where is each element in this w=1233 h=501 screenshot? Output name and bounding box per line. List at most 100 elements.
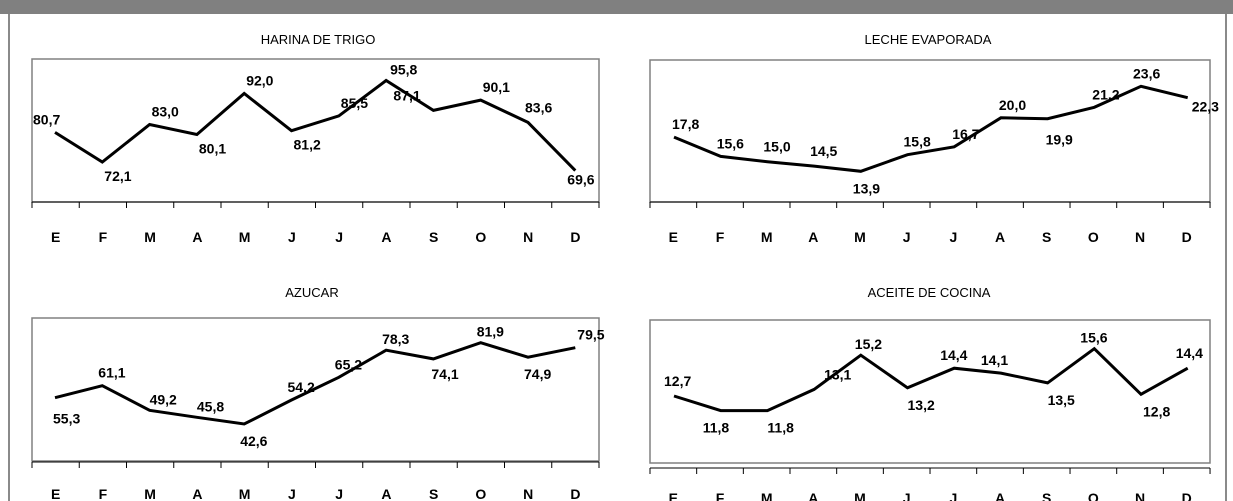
x-tick-label: A (808, 490, 818, 501)
data-label: 72,1 (104, 168, 131, 184)
data-label: 49,2 (150, 391, 177, 407)
data-label: 11,8 (703, 420, 730, 436)
x-tick-label: A (995, 229, 1005, 245)
data-label: 13,9 (853, 180, 880, 196)
x-tick-label: J (903, 229, 911, 245)
x-tick-label: J (335, 229, 343, 245)
x-tick-label: O (1088, 490, 1099, 501)
x-tick-label: E (669, 229, 678, 245)
data-label: 14,4 (1176, 345, 1203, 361)
chart-title: AZUCAR (285, 285, 338, 300)
x-tick-label: S (429, 229, 438, 245)
x-tick-label: F (99, 486, 108, 501)
data-label: 61,1 (98, 365, 125, 381)
data-label: 15,6 (717, 135, 744, 151)
data-label: 13,2 (908, 397, 935, 413)
data-label: 21,2 (1092, 86, 1119, 102)
x-tick-label: O (475, 486, 486, 501)
x-tick-label: S (429, 486, 438, 501)
data-label: 15,6 (1080, 330, 1107, 346)
plot-frame (649, 319, 1211, 464)
data-label: 79,5 (577, 327, 604, 343)
series-line (54, 78, 577, 172)
data-label: 12,7 (664, 373, 691, 389)
x-tick-label: E (51, 229, 60, 245)
data-label: 78,3 (382, 331, 409, 347)
data-label: 85,5 (341, 95, 368, 111)
data-label: 15,2 (855, 336, 882, 352)
x-tick-label: F (99, 229, 108, 245)
x-tick-label: M (854, 490, 866, 501)
x-tick-label: A (808, 229, 818, 245)
chart-title: ACEITE DE COCINA (868, 285, 991, 300)
data-label: 83,0 (152, 104, 179, 120)
data-label: 90,1 (483, 79, 510, 95)
data-label: 13,1 (824, 366, 851, 382)
x-tick-label: J (335, 486, 343, 501)
x-tick-label: N (523, 229, 533, 245)
data-label: 55,3 (53, 411, 80, 427)
data-label: 69,6 (567, 172, 594, 188)
left-border (0, 14, 10, 501)
x-tick-label: O (1088, 229, 1099, 245)
data-label: 74,9 (524, 366, 551, 382)
chart-title: HARINA DE TRIGO (261, 32, 376, 47)
x-tick-label: E (51, 486, 60, 501)
x-tick-label: S (1042, 490, 1051, 501)
right-border (1225, 14, 1233, 501)
x-tick-label: A (192, 229, 202, 245)
x-tick-label: D (1182, 229, 1192, 245)
x-tick-label: J (949, 229, 957, 245)
data-label: 14,5 (810, 143, 837, 159)
x-tick-label: M (144, 229, 156, 245)
x-tick-label: A (381, 229, 391, 245)
data-label: 81,9 (477, 324, 504, 340)
data-label: 83,6 (525, 99, 552, 115)
chart-leche-evaporada: LECHE EVAPORADA E F M A M J J A S O N D 17,8 15,6 15,0… (649, 32, 1219, 245)
series-line (673, 84, 1189, 173)
data-label: 11,8 (767, 420, 794, 436)
x-tick-label: J (288, 229, 296, 245)
data-label: 92,0 (246, 73, 273, 89)
data-label: 45,8 (197, 398, 224, 414)
data-label: 16,7 (952, 126, 979, 142)
data-label: 23,6 (1133, 65, 1160, 81)
x-tick-label: D (570, 229, 580, 245)
x-tick-label: F (716, 229, 725, 245)
data-label: 15,0 (763, 139, 790, 155)
chart-azucar: AZUCAR E F M A M J J A S O N D 55,3 61,1 49,2 45,8 42,6 5… (31, 285, 605, 501)
top-bar (0, 0, 1233, 14)
x-tick-label: M (239, 486, 251, 501)
x-tick-label: M (239, 229, 251, 245)
plot-frame (649, 59, 1211, 203)
data-label: 14,4 (940, 347, 967, 363)
x-tick-label: F (716, 490, 725, 501)
data-label: 80,1 (199, 140, 226, 156)
data-label: 42,6 (240, 433, 267, 449)
x-tick-label: J (903, 490, 911, 501)
x-tick-label: N (523, 486, 533, 501)
data-label: 12,8 (1143, 403, 1170, 419)
x-tick-label: D (570, 486, 580, 501)
data-label: 17,8 (672, 116, 699, 132)
x-tick-label: M (144, 486, 156, 501)
chart-title: LECHE EVAPORADA (865, 32, 992, 47)
plot-frame (31, 317, 600, 462)
data-label: 81,2 (294, 137, 321, 153)
x-tick-label: M (854, 229, 866, 245)
data-label: 13,5 (1048, 392, 1075, 408)
x-tick-label: D (1182, 490, 1192, 501)
x-tick-label: J (288, 486, 296, 501)
data-label: 22,3 (1192, 99, 1219, 115)
data-label: 95,8 (390, 61, 417, 77)
data-label: 87,1 (393, 87, 420, 103)
x-tick-label: E (669, 490, 678, 501)
x-tick-label: A (381, 486, 391, 501)
chart-aceite-de-cocina: ACEITE DE COCINA E F M A M J J A S O N D 12,7 11,8 11,… (649, 285, 1211, 501)
x-tick-label: M (761, 490, 773, 501)
x-tick-label: S (1042, 229, 1051, 245)
chart-harina-de-trigo: HARINA DE TRIGO E F M A M J J A S O N D 80,7 72,1 83,0… (31, 32, 600, 245)
data-label: 19,9 (1046, 132, 1073, 148)
series-line (673, 346, 1189, 413)
